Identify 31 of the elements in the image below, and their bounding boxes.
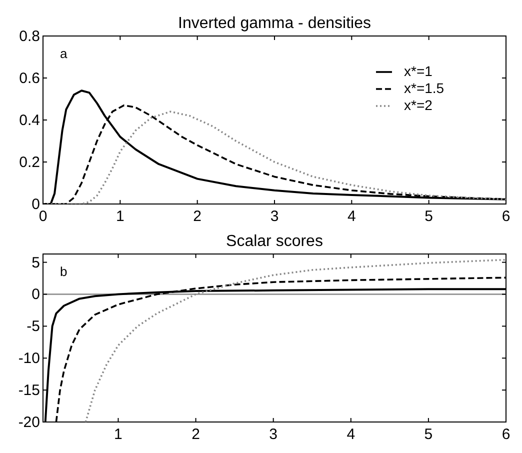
x-tick-label: 4 [346,426,356,443]
y-tick-label: -15 [18,382,40,400]
y-tick-label: 0.8 [19,28,40,45]
y-tick-label: 0 [32,196,40,213]
x-tick-label: 6 [502,208,510,225]
chart-title: Scalar scores [226,233,323,250]
x-tick-label: 5 [424,208,434,225]
y-tick-label: -5 [26,318,40,336]
x-tick-label: 3 [269,426,278,443]
annotation: b [60,264,68,279]
x-tick-label: 6 [502,426,510,443]
legend-label: x*=1.5 [404,80,444,96]
x-tick-label: 2 [192,426,200,443]
x-tick-label: 4 [347,208,356,225]
y-tick-label: 0 [32,286,40,304]
x-tick-label: 2 [193,208,202,225]
y-tick-label: 5 [32,254,40,272]
annotation: a [60,46,68,61]
x-tick-label: 1 [114,426,122,443]
legend-label: x*=2 [404,97,433,113]
legend-label: x*=1 [404,63,433,79]
y-tick-label: 0.6 [19,70,40,87]
x-tick-label: 5 [424,426,433,443]
x-tick-label: 1 [116,208,124,225]
chart-title: Inverted gamma - densities [178,15,371,32]
y-tick-label: -10 [18,350,40,368]
y-tick-label: 0.4 [19,112,40,129]
x-tick-label: 3 [270,208,279,225]
line-series [84,258,506,422]
y-tick-label: -20 [18,414,40,431]
y-tick-label: 0.2 [19,154,40,171]
